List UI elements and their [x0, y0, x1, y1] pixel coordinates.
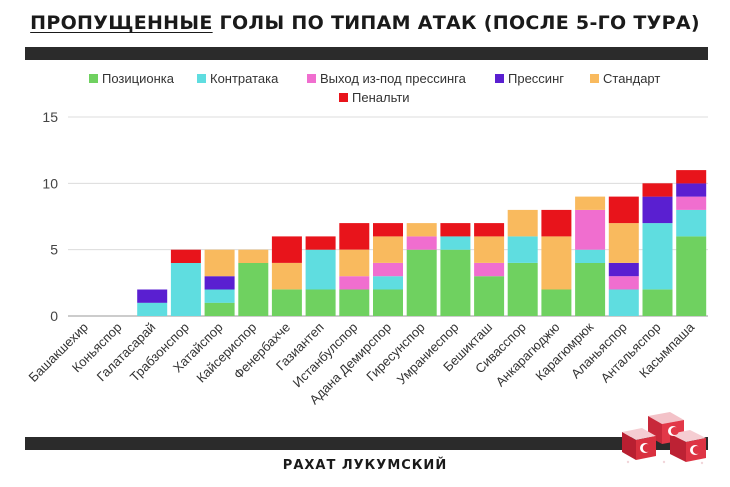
bar-segment [507, 209, 538, 237]
bar-segment [373, 223, 403, 237]
bar-segment [238, 262, 269, 316]
bar-segment [440, 223, 471, 237]
bar-segment [575, 262, 606, 316]
bar-segment [305, 249, 336, 290]
bar-segment [676, 170, 707, 184]
legend-swatch [197, 74, 206, 83]
bar-segment [474, 223, 505, 237]
bar-segment [373, 276, 403, 290]
legend-label: Стандарт [603, 71, 660, 86]
x-axis-labels: БашакшехирКоньяспорГалатасарайТрабзонспо… [26, 319, 698, 407]
bar-segment [676, 183, 707, 197]
stacked-bar-chart: Позиционка Контратака Выход из-под прессин… [26, 71, 708, 407]
bar-segment [204, 289, 235, 303]
bar-segment [440, 249, 471, 316]
bar-segment [170, 249, 201, 263]
bar-segment [339, 289, 370, 316]
bar-segment [238, 249, 269, 263]
legend-swatch [339, 93, 348, 102]
bar-segment [271, 289, 302, 316]
bar-segment [339, 223, 370, 250]
legend-swatch [590, 74, 599, 83]
bar-segment [204, 276, 235, 290]
bar-segment [575, 196, 606, 210]
bar-segment [541, 209, 572, 237]
bar-segment [204, 249, 235, 277]
bar-segment [575, 209, 606, 250]
bar-segment [170, 262, 201, 316]
bar-segment [406, 249, 437, 316]
bar-segment [608, 262, 639, 277]
y-tick-label: 15 [42, 109, 58, 125]
turkish-delight-logo-icon [622, 412, 706, 465]
bar-segment [642, 289, 673, 316]
bar-segment [137, 289, 168, 303]
page-title-rest: ГОЛЫ ПО ТИПАМ АТАК (ПОСЛЕ 5-ГО ТУРА) [212, 12, 700, 34]
bar-segment [676, 209, 707, 237]
bar-segment [137, 302, 168, 316]
bar-segment [608, 276, 639, 290]
bar-segment [204, 302, 235, 316]
bar-segment [305, 236, 336, 250]
bar-segment [507, 262, 538, 316]
bar-segment [406, 236, 437, 250]
bar-segment [642, 223, 673, 290]
bar-segment [474, 276, 505, 316]
page-title: ПРОПУЩЕННЫЕ ГОЛЫ ПО ТИПАМ АТАК (ПОСЛЕ 5-… [0, 12, 730, 34]
legend-label: Контратака [210, 71, 279, 86]
bar-segment [507, 236, 538, 263]
bar-segment [608, 223, 639, 263]
bar-segment [642, 196, 673, 224]
chart-bars [137, 170, 707, 316]
footer-brand: РАХАТ ЛУКУМСКИЙ [282, 458, 448, 473]
bar-segment [608, 289, 639, 316]
bar-segment [339, 249, 370, 277]
bar-segment [608, 196, 639, 224]
bar-segment [305, 289, 336, 316]
legend-swatch [307, 74, 316, 83]
bar-segment [474, 236, 505, 263]
legend-label: Прессинг [508, 71, 564, 86]
bar-segment [271, 262, 302, 290]
bar-segment [474, 262, 505, 277]
bar-segment [373, 289, 403, 316]
bar-segment [440, 236, 471, 250]
bar-segment [575, 249, 606, 263]
y-tick-label: 5 [50, 242, 58, 258]
bar-segment [642, 183, 673, 197]
bottom-divider-bar [25, 437, 708, 450]
bar-segment [541, 289, 572, 316]
legend-label: Пенальти [352, 90, 410, 105]
legend-label: Позиционка [102, 71, 175, 86]
page-title-underlined: ПРОПУЩЕННЫЕ [30, 12, 213, 34]
bar-segment [373, 236, 403, 263]
legend-swatch [89, 74, 98, 83]
bar-segment [373, 262, 403, 277]
legend-swatch [495, 74, 504, 83]
chart-legend: Позиционка Контратака Выход из-под прессин… [89, 71, 660, 105]
y-axis-ticks: 0 5 10 15 [42, 109, 58, 324]
legend-label: Выход из-под прессинга [320, 71, 467, 86]
bar-segment [406, 223, 437, 237]
bar-segment [676, 236, 707, 316]
bar-segment [271, 236, 302, 263]
y-tick-label: 10 [42, 175, 58, 191]
y-tick-label: 0 [50, 308, 58, 324]
bar-segment [541, 236, 572, 290]
bar-segment [676, 196, 707, 210]
top-divider-bar [25, 47, 708, 60]
bar-segment [339, 276, 370, 290]
